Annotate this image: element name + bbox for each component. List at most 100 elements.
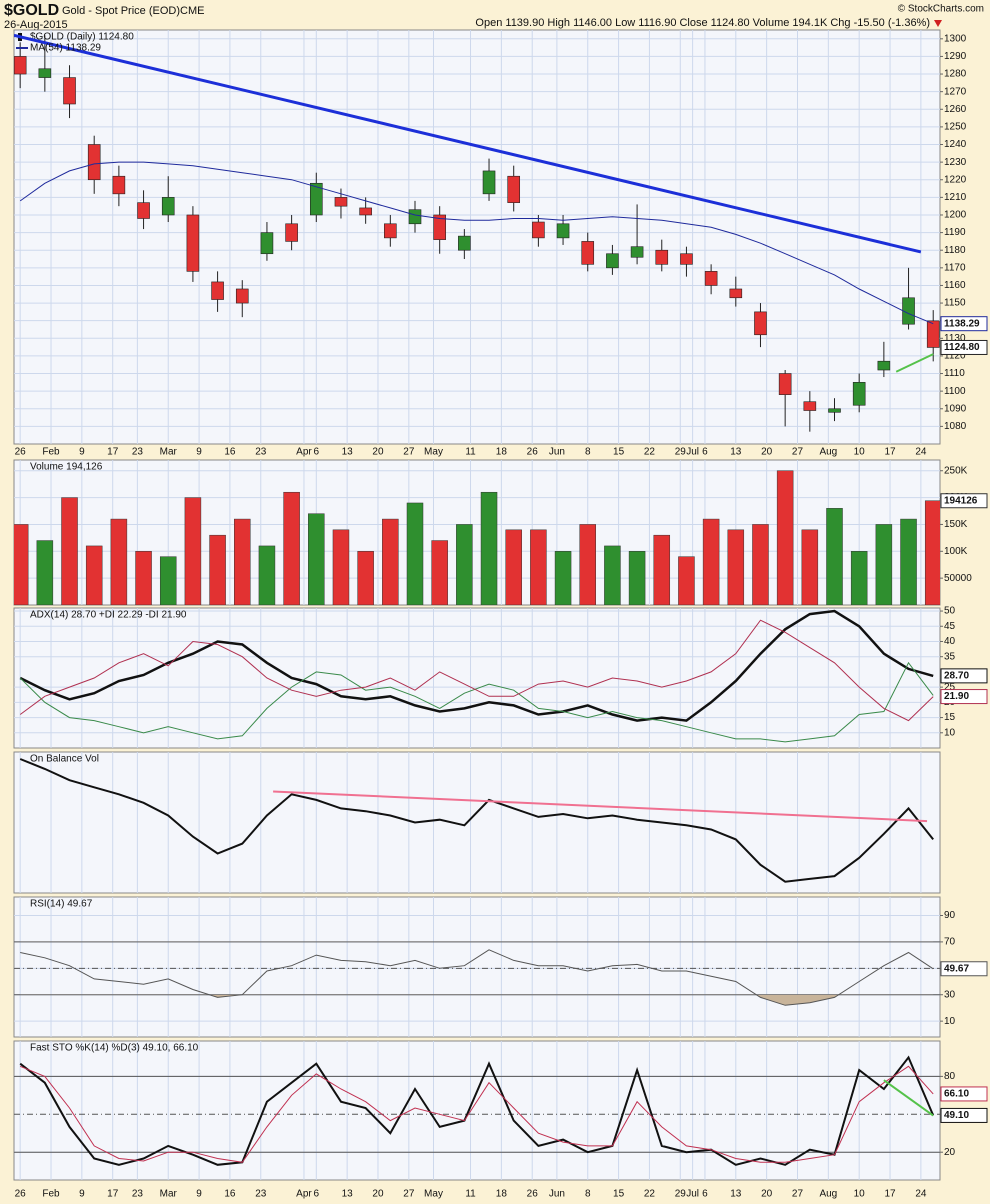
x-tick-label: 9 <box>196 447 202 458</box>
y-tick-label: 1230 <box>944 157 967 168</box>
exchange: CME <box>180 5 204 17</box>
volume-bar <box>776 470 794 605</box>
candle-body <box>38 68 52 78</box>
candle-body <box>556 223 570 239</box>
x-tick-label: 20 <box>372 447 384 458</box>
y-tick-label: 1170 <box>944 262 966 273</box>
panel-background <box>13 896 941 1038</box>
candle-body <box>408 209 422 225</box>
last-value-box <box>940 1107 988 1123</box>
date: 26-Aug-2015 <box>4 19 68 31</box>
y-tick-label: 1150 <box>944 298 966 309</box>
x-tick-label: 6 <box>314 1189 320 1200</box>
candle-body <box>186 214 200 272</box>
x-tick-label: 23 <box>255 1189 267 1200</box>
panel-title: On Balance Vol <box>30 754 99 765</box>
x-tick-label: 23 <box>132 447 144 458</box>
candle-body <box>828 408 841 413</box>
candle-body <box>729 288 743 299</box>
last-value-label: 1138.29 <box>944 318 980 329</box>
x-tick-label: 17 <box>884 1189 896 1200</box>
volume-bar <box>604 545 621 605</box>
last-value-label: 49.10 <box>944 1110 969 1121</box>
volume-bar <box>554 551 572 605</box>
quote: Open 1139.90 High 1146.00 Low 1116.90 Cl… <box>475 17 930 29</box>
x-tick-label: 6 <box>314 447 320 458</box>
candle-body <box>926 320 940 348</box>
y-tick-label: 90 <box>944 910 956 921</box>
indicator-line <box>19 758 934 883</box>
indicator-line <box>19 619 934 722</box>
y-tick-label: 25 <box>944 682 956 693</box>
change-arrow <box>934 20 942 27</box>
volume-bar <box>135 551 152 605</box>
panel-background <box>13 607 941 749</box>
last-value-label: 194126 <box>944 495 978 506</box>
volume-bar <box>678 556 695 605</box>
volume-bar <box>258 545 276 605</box>
panel-title: RSI(14) 49.67 <box>30 899 93 910</box>
y-tick-label: 1220 <box>944 174 967 185</box>
volume-bar <box>456 524 473 605</box>
x-tick-label: May <box>424 1189 443 1200</box>
marks <box>20 949 934 1006</box>
volume-bar <box>702 518 720 605</box>
candle-body <box>211 281 224 300</box>
y-tick-label: 1090 <box>944 403 967 414</box>
y-tick-label: 15 <box>944 712 956 723</box>
volume-bar <box>357 551 374 605</box>
volume-bar <box>283 491 300 605</box>
x-tick-label: 8 <box>585 447 591 458</box>
candle-body <box>704 271 718 286</box>
volume-bar <box>900 518 917 605</box>
volume-bar <box>209 534 226 605</box>
x-tick-label: 26 <box>527 1189 539 1200</box>
x-tick-label: 18 <box>496 1189 508 1200</box>
volume-bar <box>110 518 128 605</box>
y-tick-label: 80 <box>944 1071 956 1082</box>
y-tick-label: 1110 <box>944 368 965 379</box>
last-value-label: 66.10 <box>944 1089 969 1100</box>
x-tick-label: 29 <box>675 447 687 458</box>
volume-bar <box>653 534 671 605</box>
volume-bar <box>14 524 29 605</box>
last-value-box <box>940 1086 988 1102</box>
candle-body <box>852 382 866 406</box>
x-tick-label: Jun <box>549 1189 565 1200</box>
trend-line <box>14 33 922 254</box>
x-tick-label: 10 <box>854 1189 866 1200</box>
panel-background <box>13 1040 941 1181</box>
volume-bar <box>61 497 78 605</box>
marks <box>19 609 934 743</box>
candle-body <box>778 373 792 395</box>
x-tick-label: Jun <box>549 447 565 458</box>
last-value-box <box>940 689 988 705</box>
x-tick-label: 6 <box>702 1189 708 1200</box>
x-tick-label: 16 <box>224 447 236 458</box>
x-tick-label: Mar <box>160 447 178 458</box>
x-tick-label: 29 <box>675 1189 687 1200</box>
candle-body <box>680 253 693 265</box>
candle-body <box>507 175 521 203</box>
marks <box>19 758 934 883</box>
y-tick-label: 50 <box>944 606 956 617</box>
y-tick-label: 40 <box>944 636 956 647</box>
candle-body <box>655 249 669 265</box>
candle-body <box>581 241 595 265</box>
volume-bar <box>382 518 399 605</box>
x-tick-label: 23 <box>255 447 267 458</box>
y-tick-label: 1210 <box>944 192 967 203</box>
y-tick-label: 1080 <box>944 421 967 432</box>
y-tick-label: 1280 <box>944 69 967 80</box>
x-tick-label: Mar <box>160 1189 178 1200</box>
x-tick-label: Feb <box>42 1189 60 1200</box>
x-tick-label: May <box>424 447 443 458</box>
volume-bar <box>184 497 202 605</box>
last-value-box <box>940 493 988 509</box>
volume-bar <box>801 529 819 605</box>
candle-body <box>112 175 126 195</box>
y-tick-label: 50000 <box>944 573 972 584</box>
x-tick-label: 15 <box>613 447 625 458</box>
trend-line <box>883 1079 934 1117</box>
